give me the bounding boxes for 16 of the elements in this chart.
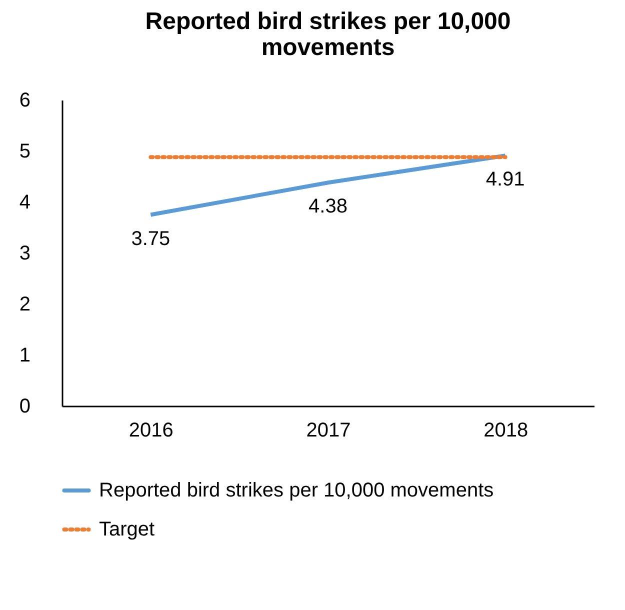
data-label: 3.75 <box>131 228 170 250</box>
y-tick-label: 4 <box>19 192 30 214</box>
data-label: 4.91 <box>486 168 525 191</box>
y-tick-label: 5 <box>19 140 30 162</box>
legend-label: Target <box>99 518 156 540</box>
x-tick-label: 2016 <box>128 420 174 442</box>
legend-label: Reported bird strikes per 10,000 movements <box>99 480 494 502</box>
x-tick-label: 2018 <box>484 420 528 442</box>
y-tick-label: 3 <box>19 242 30 264</box>
data-label: 4.38 <box>308 196 348 218</box>
y-tick-label: 0 <box>19 396 30 418</box>
chart-title: Reported bird strikes per 10,000 movements <box>145 8 511 61</box>
y-tick-label: 1 <box>19 344 30 366</box>
y-tick-label: 2 <box>19 294 30 316</box>
x-tick-label: 2017 <box>306 420 351 442</box>
y-tick-label: 6 <box>19 90 30 112</box>
